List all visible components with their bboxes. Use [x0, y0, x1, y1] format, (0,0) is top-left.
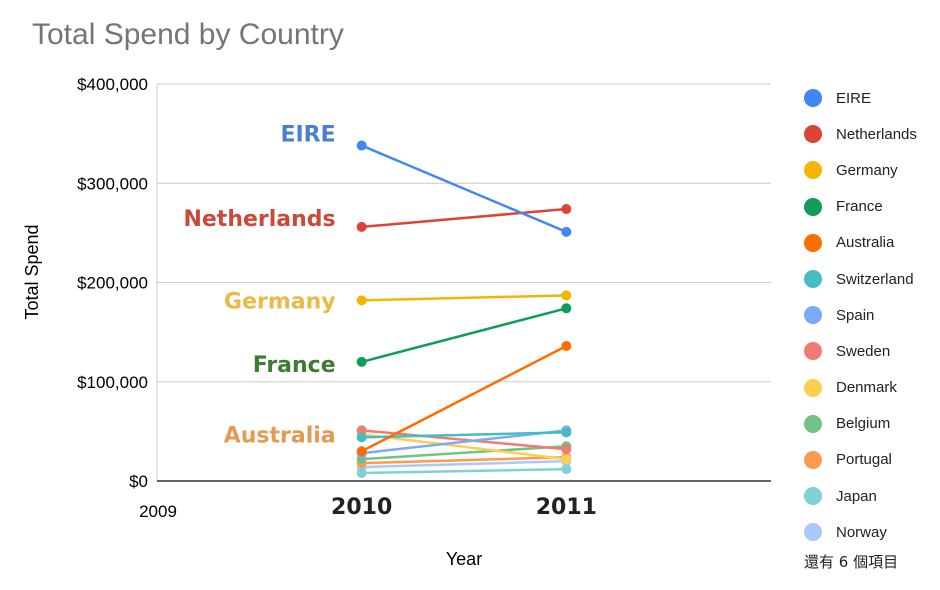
- series-line-10[interactable]: [361, 455, 567, 465]
- legend-item[interactable]: Norway: [804, 514, 938, 550]
- legend-item[interactable]: Japan: [804, 478, 938, 514]
- data-point[interactable]: [561, 444, 572, 455]
- legend-swatch: [804, 414, 822, 433]
- x-axis-title: Year: [446, 549, 482, 569]
- data-point[interactable]: [561, 204, 572, 215]
- series-line-2[interactable]: [361, 294, 567, 302]
- data-point[interactable]: [561, 464, 572, 475]
- annotation-label: EIRE: [280, 123, 335, 148]
- legend-swatch: [804, 233, 822, 252]
- legend-swatch: [804, 523, 822, 542]
- legend-item[interactable]: Sweden: [804, 333, 938, 369]
- legend-item[interactable]: Belgium: [804, 406, 938, 442]
- x-tick-label: 2010: [331, 495, 392, 520]
- data-point[interactable]: [561, 427, 572, 438]
- legend-swatch: [804, 450, 822, 469]
- legend-item[interactable]: Portugal: [804, 442, 938, 478]
- legend: EIRE Netherlands Germany France Australia Swi…: [804, 80, 938, 550]
- legend-label: France: [836, 198, 883, 216]
- annotation-label: Germany: [224, 289, 336, 314]
- legend-swatch: [804, 161, 822, 180]
- y-tick-label: $100,000: [77, 373, 148, 392]
- series-line-9[interactable]: [361, 445, 567, 461]
- legend-swatch: [804, 270, 822, 289]
- legend-swatch: [804, 487, 822, 506]
- y-axis-title: Total Spend: [22, 224, 42, 319]
- legend-item[interactable]: Netherlands: [804, 116, 938, 152]
- data-point[interactable]: [356, 446, 367, 457]
- legend-item[interactable]: Spain: [804, 297, 938, 333]
- legend-label: Portugal: [836, 451, 892, 469]
- series-line-5[interactable]: [361, 431, 567, 439]
- data-point[interactable]: [356, 140, 367, 151]
- x-tick-label: 2011: [536, 495, 597, 520]
- data-point[interactable]: [356, 295, 367, 306]
- data-point[interactable]: [356, 221, 367, 232]
- data-point[interactable]: [561, 226, 572, 237]
- annotation-label: France: [253, 353, 336, 378]
- legend-item[interactable]: EIRE: [804, 80, 938, 116]
- data-point[interactable]: [561, 290, 572, 301]
- data-point[interactable]: [356, 425, 367, 436]
- series-line-4[interactable]: [361, 344, 567, 453]
- legend-label: Netherlands: [836, 125, 917, 143]
- series-line-3[interactable]: [361, 307, 567, 364]
- data-point[interactable]: [561, 454, 572, 465]
- legend-swatch: [804, 342, 822, 361]
- data-point[interactable]: [561, 303, 572, 314]
- legend-swatch: [804, 89, 822, 108]
- data-point[interactable]: [356, 356, 367, 367]
- y-tick-label: $300,000: [77, 174, 148, 193]
- legend-label: Denmark: [836, 379, 897, 397]
- legend-swatch: [804, 125, 822, 144]
- annotation-label: Australia: [224, 423, 336, 448]
- legend-label: Japan: [836, 487, 877, 505]
- legend-item[interactable]: Australia: [804, 225, 938, 261]
- legend-label: Norway: [836, 523, 887, 541]
- chart-title: Total Spend by Country: [32, 18, 344, 51]
- series-line-8[interactable]: [361, 433, 567, 461]
- legend-swatch: [804, 378, 822, 397]
- annotation-label: Netherlands: [183, 207, 335, 232]
- series-line-0[interactable]: [361, 144, 567, 234]
- legend-label: Switzerland: [836, 270, 914, 288]
- data-point[interactable]: [356, 432, 367, 443]
- legend-item[interactable]: France: [804, 189, 938, 225]
- data-point[interactable]: [356, 468, 367, 479]
- y-tick-label: $200,000: [77, 274, 148, 293]
- legend-label: Germany: [836, 161, 898, 179]
- y-tick-label: $400,000: [77, 75, 148, 94]
- data-point[interactable]: [561, 341, 572, 352]
- legend-item[interactable]: Germany: [804, 152, 938, 188]
- x-tick-label: 2009: [139, 502, 177, 521]
- series-line-11[interactable]: [361, 467, 567, 475]
- legend-label: Australia: [836, 234, 895, 252]
- legend-label: Sweden: [836, 342, 891, 360]
- legend-swatch: [804, 197, 822, 216]
- series-line-12[interactable]: [361, 459, 567, 469]
- legend-swatch: [804, 306, 822, 325]
- legend-label: EIRE: [836, 89, 872, 107]
- y-tick-label: $0: [129, 472, 148, 491]
- legend-item[interactable]: Denmark: [804, 370, 938, 406]
- legend-label: Spain: [836, 306, 875, 324]
- legend-more-items[interactable]: 還有 6 個項目: [804, 553, 899, 571]
- legend-item[interactable]: Switzerland: [804, 261, 938, 297]
- legend-label: Belgium: [836, 415, 891, 433]
- series-line-1[interactable]: [361, 207, 567, 229]
